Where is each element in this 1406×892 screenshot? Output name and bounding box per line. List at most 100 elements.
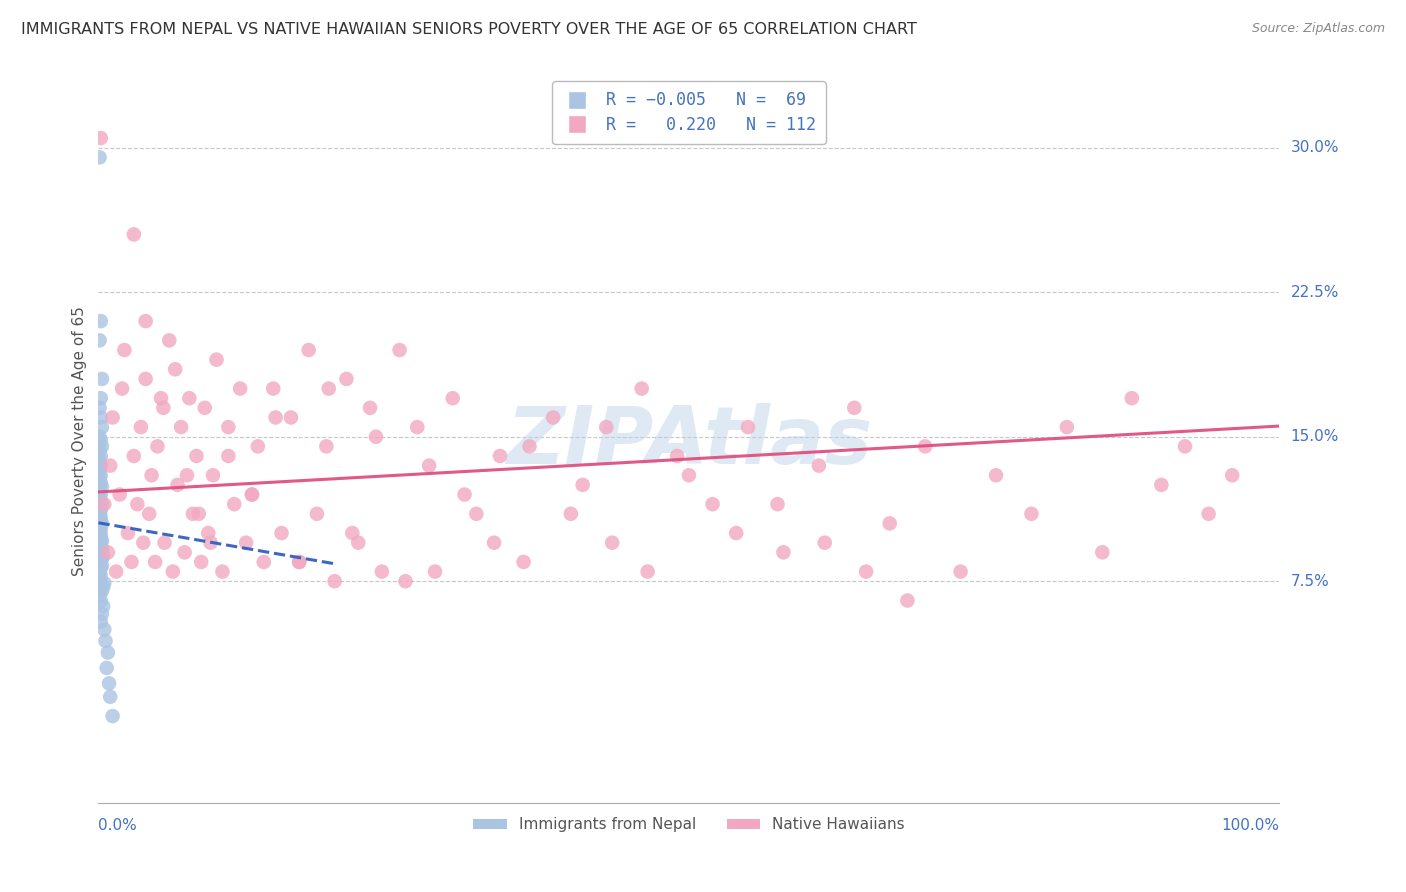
Point xyxy=(224,497,246,511)
Point xyxy=(217,420,239,434)
Point xyxy=(165,362,187,376)
Point xyxy=(394,574,416,589)
Point xyxy=(364,430,387,444)
Point xyxy=(630,382,652,396)
Text: Source: ZipAtlas.com: Source: ZipAtlas.com xyxy=(1251,22,1385,36)
Point xyxy=(150,391,173,405)
Point xyxy=(97,545,120,559)
Point xyxy=(98,676,121,690)
Point xyxy=(89,565,111,579)
Point xyxy=(89,540,111,554)
Point xyxy=(90,515,112,529)
Point xyxy=(347,535,370,549)
Point xyxy=(90,495,112,509)
Point xyxy=(1021,507,1043,521)
Point xyxy=(253,555,276,569)
Point xyxy=(93,576,115,591)
Text: 30.0%: 30.0% xyxy=(1291,140,1339,155)
Text: 7.5%: 7.5% xyxy=(1291,574,1329,589)
Point xyxy=(200,535,222,549)
Point xyxy=(157,334,180,348)
Point xyxy=(1198,507,1220,521)
Point xyxy=(371,565,394,579)
Point xyxy=(121,555,143,569)
Point xyxy=(194,401,217,415)
Point xyxy=(896,593,918,607)
Point xyxy=(98,690,121,704)
Point xyxy=(91,541,114,556)
Point xyxy=(637,565,659,579)
Point xyxy=(162,565,184,579)
Text: 15.0%: 15.0% xyxy=(1291,429,1339,444)
Text: 22.5%: 22.5% xyxy=(1291,285,1339,300)
Point xyxy=(914,439,936,453)
Point xyxy=(91,551,114,566)
Point xyxy=(90,468,112,483)
Point xyxy=(879,516,901,531)
Point xyxy=(173,545,195,559)
Point xyxy=(264,410,287,425)
Point xyxy=(90,314,112,328)
Point xyxy=(89,491,111,506)
Point xyxy=(90,553,112,567)
Point xyxy=(90,503,112,517)
Point xyxy=(166,478,188,492)
Point xyxy=(186,449,208,463)
Point xyxy=(97,646,120,660)
Point xyxy=(176,468,198,483)
Point xyxy=(211,565,233,579)
Point xyxy=(807,458,830,473)
Point xyxy=(89,555,111,569)
Point xyxy=(181,507,204,521)
Point xyxy=(90,528,112,542)
Point xyxy=(737,420,759,434)
Point xyxy=(89,520,111,534)
Point xyxy=(465,507,488,521)
Point xyxy=(702,497,724,511)
Point xyxy=(90,532,112,546)
Text: 0.0%: 0.0% xyxy=(98,818,138,833)
Point xyxy=(246,439,269,453)
Point xyxy=(725,526,748,541)
Point xyxy=(111,382,134,396)
Point xyxy=(90,131,112,145)
Point xyxy=(595,420,617,434)
Point xyxy=(560,507,582,521)
Point xyxy=(541,410,564,425)
Point xyxy=(288,555,311,569)
Point xyxy=(89,507,111,521)
Point xyxy=(91,516,114,531)
Point xyxy=(89,526,111,541)
Point xyxy=(98,458,121,473)
Point xyxy=(1056,420,1078,434)
Point xyxy=(91,533,114,548)
Legend: Immigrants from Nepal, Native Hawaiians: Immigrants from Nepal, Native Hawaiians xyxy=(467,812,911,838)
Point xyxy=(138,507,160,521)
Point xyxy=(91,558,114,573)
Point xyxy=(441,391,464,405)
Point xyxy=(146,439,169,453)
Point xyxy=(90,568,112,582)
Point xyxy=(132,535,155,549)
Point xyxy=(201,468,224,483)
Point xyxy=(89,462,111,476)
Point xyxy=(93,497,115,511)
Point xyxy=(101,709,124,723)
Point xyxy=(855,565,877,579)
Point xyxy=(489,449,512,463)
Point xyxy=(90,449,112,463)
Point xyxy=(240,487,263,501)
Point xyxy=(91,607,114,621)
Point xyxy=(129,420,152,434)
Point xyxy=(179,391,201,405)
Point xyxy=(105,565,128,579)
Point xyxy=(91,439,114,453)
Point xyxy=(91,497,114,511)
Point xyxy=(93,623,115,637)
Point xyxy=(91,480,114,494)
Point xyxy=(772,545,794,559)
Point xyxy=(90,458,112,473)
Point xyxy=(89,501,111,516)
Point xyxy=(1091,545,1114,559)
Point xyxy=(217,449,239,463)
